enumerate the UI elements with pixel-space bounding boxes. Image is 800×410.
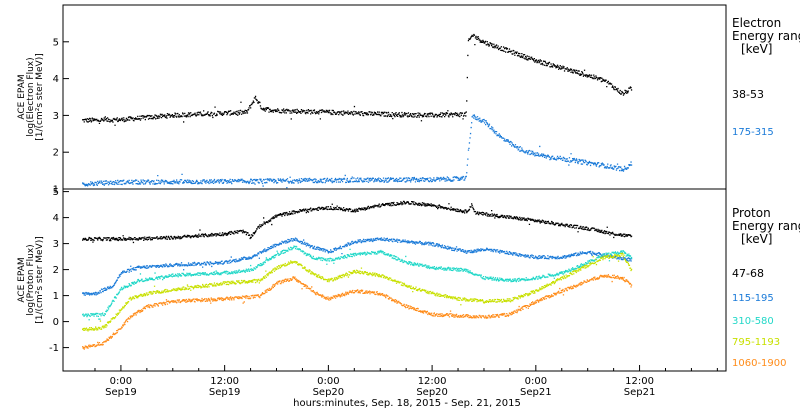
y-tick-label: 2 bbox=[53, 265, 59, 276]
y-tick-label: 5 bbox=[53, 37, 59, 48]
y-tick-label: 0 bbox=[53, 317, 59, 328]
series-38-53-points bbox=[82, 33, 633, 126]
x-tick-time: 0:00 bbox=[110, 376, 132, 387]
x-tick-time: 12:00 bbox=[418, 376, 447, 387]
y-tick-label: 4 bbox=[53, 213, 59, 224]
x-tick-time: 12:00 bbox=[625, 376, 654, 387]
proton-ylabel-line-2: log(Proton Flux) bbox=[26, 244, 36, 315]
y-tick-label: 1 bbox=[53, 185, 59, 196]
x-tick-time: 0:00 bbox=[317, 376, 339, 387]
proton-plot-frame bbox=[62, 188, 727, 372]
x-tick-date: Sep21 bbox=[520, 387, 552, 398]
proton-ylabel-line-1: ACE EPAM bbox=[17, 257, 27, 302]
proton-data-points bbox=[82, 200, 633, 350]
proton-legend-title-3: [keV] bbox=[741, 232, 772, 246]
electron-legend-title-3: [keV] bbox=[741, 42, 772, 56]
y-tick-label: 1 bbox=[53, 291, 59, 302]
time-x-axis: 0:00Sep1912:00Sep190:00Sep2012:00Sep200:… bbox=[94, 365, 718, 398]
electron-y-axis: 1 2 3 4 5 bbox=[53, 37, 69, 196]
y-tick-label: 3 bbox=[53, 239, 59, 250]
y-tick-label: 2 bbox=[53, 148, 59, 159]
series-175-315-points bbox=[82, 114, 633, 189]
electron-plot-frame bbox=[62, 4, 727, 190]
y-tick-label: -1 bbox=[49, 343, 59, 354]
x-tick-time: 12:00 bbox=[210, 376, 239, 387]
x-tick-date: Sep21 bbox=[624, 387, 656, 398]
electron-ylabel-line-1: ACE EPAM bbox=[17, 74, 27, 119]
proton-legend-title-2: Energy range bbox=[732, 219, 800, 233]
proton-legend-entry-47-68: 47-68 bbox=[732, 267, 764, 280]
electron-legend-entry-175-315: 175-315 bbox=[732, 127, 774, 138]
proton-ylabel-line-3: [1/(cm²s ster MeV)] bbox=[35, 236, 45, 323]
y-tick-label: 5 bbox=[53, 187, 59, 198]
series-115-195-points bbox=[82, 237, 633, 296]
series-1060-1900-points bbox=[82, 274, 633, 350]
proton-legend-entry-115-195: 115-195 bbox=[732, 293, 774, 304]
proton-legend-entry-795-1193: 795-1193 bbox=[732, 337, 780, 348]
x-tick-date: Sep20 bbox=[313, 387, 345, 398]
series-47-68-points bbox=[82, 200, 633, 244]
y-tick-label: 3 bbox=[53, 111, 59, 122]
proton-legend: Proton Energy range [keV] 47-68 115-195 … bbox=[732, 206, 800, 369]
y-tick-label: 4 bbox=[53, 74, 59, 85]
electron-legend-title-2: Energy range bbox=[732, 29, 800, 43]
x-tick-date: Sep19 bbox=[209, 387, 241, 398]
proton-legend-entry-310-580: 310-580 bbox=[732, 316, 774, 327]
x-tick-time: 0:00 bbox=[525, 376, 547, 387]
electron-ylabel-line-3: [1/(cm²s ster MeV)] bbox=[35, 53, 45, 140]
electron-ylabel-line-2: log(Electron Flux) bbox=[26, 57, 36, 136]
proton-y-axis: -1 0 1 2 3 4 5 bbox=[49, 187, 69, 354]
electron-panel: 1 2 3 4 5 ACE EPAM log(Electron Flux) [1/(cm… bbox=[17, 4, 800, 196]
x-tick-date: Sep20 bbox=[416, 387, 448, 398]
electron-legend-entry-38-53: 38-53 bbox=[732, 88, 764, 101]
electron-data-points bbox=[82, 33, 633, 189]
electron-legend: Electron Energy range [keV] 38-53 175-31… bbox=[732, 16, 800, 138]
x-tick-date: Sep19 bbox=[105, 387, 137, 398]
electron-legend-title-1: Electron bbox=[732, 16, 781, 30]
proton-legend-title-1: Proton bbox=[732, 206, 771, 220]
x-axis-title: hours:minutes, Sep. 18, 2015 - Sep. 21, … bbox=[293, 398, 521, 409]
proton-legend-entry-1060-1900: 1060-1900 bbox=[732, 358, 787, 369]
